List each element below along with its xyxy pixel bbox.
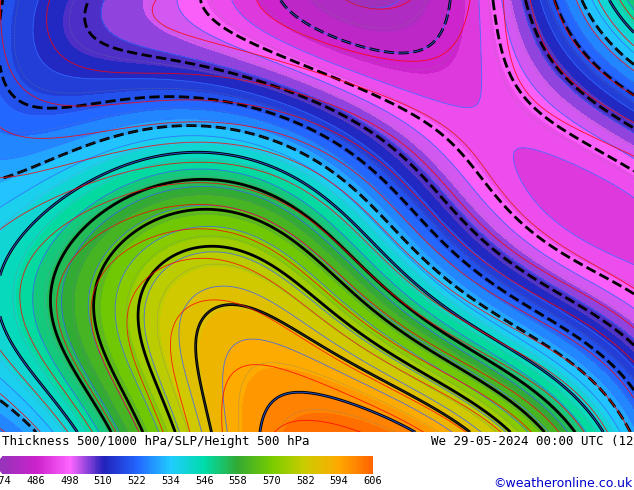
Text: 498: 498: [60, 476, 79, 487]
Text: ©weatheronline.co.uk: ©weatheronline.co.uk: [493, 477, 632, 490]
Text: 486: 486: [26, 476, 45, 487]
Text: 510: 510: [94, 476, 112, 487]
Text: 534: 534: [161, 476, 180, 487]
Text: 570: 570: [262, 476, 281, 487]
Text: 606: 606: [363, 476, 382, 487]
Text: 522: 522: [127, 476, 146, 487]
Text: Thickness 500/1000 hPa/SLP/Height 500 hPa: Thickness 500/1000 hPa/SLP/Height 500 hP…: [2, 435, 309, 448]
Text: 582: 582: [296, 476, 314, 487]
Text: 594: 594: [330, 476, 349, 487]
Text: 546: 546: [195, 476, 214, 487]
Text: We 29-05-2024 00:00 UTC (12+84): We 29-05-2024 00:00 UTC (12+84): [431, 435, 634, 448]
Text: 558: 558: [228, 476, 247, 487]
Polygon shape: [0, 457, 3, 474]
Text: 474: 474: [0, 476, 11, 487]
